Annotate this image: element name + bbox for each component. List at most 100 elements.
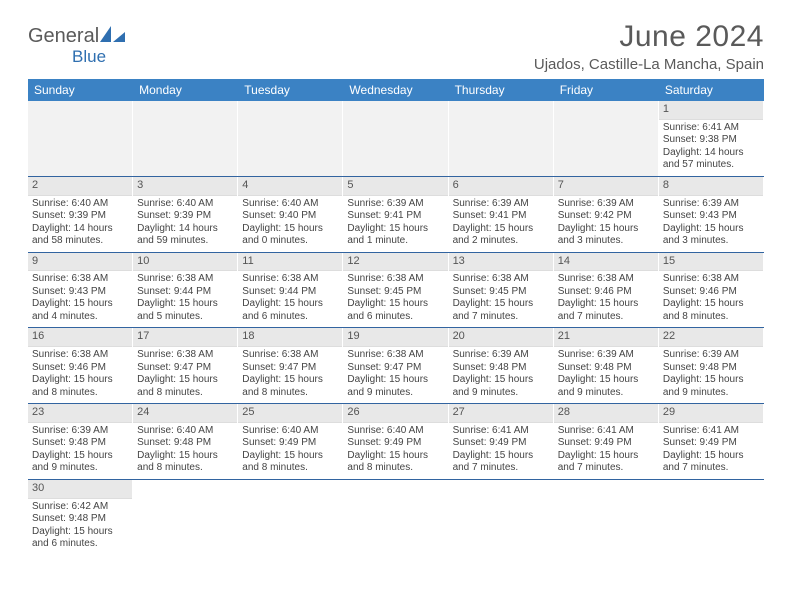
title-block: June 2024 Ujados, Castille-La Mancha, Sp… xyxy=(534,20,764,73)
day-24: 24Sunrise: 6:40 AMSunset: 9:48 PMDayligh… xyxy=(133,404,238,479)
day-empty xyxy=(238,480,343,555)
month-title: June 2024 xyxy=(534,20,764,54)
day-23: 23Sunrise: 6:39 AMSunset: 9:48 PMDayligh… xyxy=(28,404,133,479)
day-25: 25Sunrise: 6:40 AMSunset: 9:49 PMDayligh… xyxy=(238,404,343,479)
day-details: Sunrise: 6:39 AMSunset: 9:42 PMDaylight:… xyxy=(554,196,658,252)
day-number: 28 xyxy=(554,404,658,423)
day-number: 9 xyxy=(28,253,132,272)
day-details: Sunrise: 6:39 AMSunset: 9:48 PMDaylight:… xyxy=(28,423,132,479)
day-1: 1Sunrise: 6:41 AMSunset: 9:38 PMDaylight… xyxy=(659,101,764,176)
day-details: Sunrise: 6:38 AMSunset: 9:47 PMDaylight:… xyxy=(133,347,237,403)
day-details: Sunrise: 6:38 AMSunset: 9:46 PMDaylight:… xyxy=(659,271,763,327)
day-10: 10Sunrise: 6:38 AMSunset: 9:44 PMDayligh… xyxy=(133,253,238,328)
week-row: 30Sunrise: 6:42 AMSunset: 9:48 PMDayligh… xyxy=(28,480,764,555)
day-number: 12 xyxy=(343,253,447,272)
day-empty xyxy=(238,101,343,176)
day-number: 25 xyxy=(238,404,342,423)
weekday-sunday: Sunday xyxy=(28,79,133,101)
day-number: 18 xyxy=(238,328,342,347)
day-number: 26 xyxy=(343,404,447,423)
weekday-monday: Monday xyxy=(133,79,238,101)
location: Ujados, Castille-La Mancha, Spain xyxy=(534,56,764,73)
day-12: 12Sunrise: 6:38 AMSunset: 9:45 PMDayligh… xyxy=(343,253,448,328)
day-number: 7 xyxy=(554,177,658,196)
logo: General Blue xyxy=(28,26,126,67)
day-details: Sunrise: 6:41 AMSunset: 9:49 PMDaylight:… xyxy=(449,423,553,479)
day-11: 11Sunrise: 6:38 AMSunset: 9:44 PMDayligh… xyxy=(238,253,343,328)
day-number: 21 xyxy=(554,328,658,347)
day-number: 15 xyxy=(659,253,763,272)
day-14: 14Sunrise: 6:38 AMSunset: 9:46 PMDayligh… xyxy=(554,253,659,328)
weekday-saturday: Saturday xyxy=(659,79,764,101)
day-details: Sunrise: 6:38 AMSunset: 9:45 PMDaylight:… xyxy=(343,271,447,327)
day-empty xyxy=(28,101,133,176)
day-empty xyxy=(133,480,238,555)
day-21: 21Sunrise: 6:39 AMSunset: 9:48 PMDayligh… xyxy=(554,328,659,403)
day-details: Sunrise: 6:40 AMSunset: 9:40 PMDaylight:… xyxy=(238,196,342,252)
header: General Blue June 2024 Ujados, Castille-… xyxy=(28,20,764,73)
day-details: Sunrise: 6:41 AMSunset: 9:49 PMDaylight:… xyxy=(554,423,658,479)
week-row: 2Sunrise: 6:40 AMSunset: 9:39 PMDaylight… xyxy=(28,177,764,253)
day-empty xyxy=(449,480,554,555)
weekday-thursday: Thursday xyxy=(449,79,554,101)
day-17: 17Sunrise: 6:38 AMSunset: 9:47 PMDayligh… xyxy=(133,328,238,403)
weekday-row: SundayMondayTuesdayWednesdayThursdayFrid… xyxy=(28,79,764,101)
day-4: 4Sunrise: 6:40 AMSunset: 9:40 PMDaylight… xyxy=(238,177,343,252)
day-number: 14 xyxy=(554,253,658,272)
day-6: 6Sunrise: 6:39 AMSunset: 9:41 PMDaylight… xyxy=(449,177,554,252)
week-row: 16Sunrise: 6:38 AMSunset: 9:46 PMDayligh… xyxy=(28,328,764,404)
week-row: 9Sunrise: 6:38 AMSunset: 9:43 PMDaylight… xyxy=(28,253,764,329)
day-details: Sunrise: 6:39 AMSunset: 9:48 PMDaylight:… xyxy=(449,347,553,403)
day-19: 19Sunrise: 6:38 AMSunset: 9:47 PMDayligh… xyxy=(343,328,448,403)
day-details: Sunrise: 6:41 AMSunset: 9:38 PMDaylight:… xyxy=(659,120,763,176)
day-number: 11 xyxy=(238,253,342,272)
day-26: 26Sunrise: 6:40 AMSunset: 9:49 PMDayligh… xyxy=(343,404,448,479)
day-2: 2Sunrise: 6:40 AMSunset: 9:39 PMDaylight… xyxy=(28,177,133,252)
day-details: Sunrise: 6:39 AMSunset: 9:41 PMDaylight:… xyxy=(449,196,553,252)
day-number: 1 xyxy=(659,101,763,120)
day-details: Sunrise: 6:38 AMSunset: 9:44 PMDaylight:… xyxy=(133,271,237,327)
day-20: 20Sunrise: 6:39 AMSunset: 9:48 PMDayligh… xyxy=(449,328,554,403)
day-details: Sunrise: 6:41 AMSunset: 9:49 PMDaylight:… xyxy=(659,423,763,479)
day-number: 5 xyxy=(343,177,447,196)
day-22: 22Sunrise: 6:39 AMSunset: 9:48 PMDayligh… xyxy=(659,328,764,403)
day-details: Sunrise: 6:38 AMSunset: 9:45 PMDaylight:… xyxy=(449,271,553,327)
day-details: Sunrise: 6:38 AMSunset: 9:44 PMDaylight:… xyxy=(238,271,342,327)
day-5: 5Sunrise: 6:39 AMSunset: 9:41 PMDaylight… xyxy=(343,177,448,252)
day-details: Sunrise: 6:40 AMSunset: 9:48 PMDaylight:… xyxy=(133,423,237,479)
day-number: 17 xyxy=(133,328,237,347)
week-row: 23Sunrise: 6:39 AMSunset: 9:48 PMDayligh… xyxy=(28,404,764,480)
day-13: 13Sunrise: 6:38 AMSunset: 9:45 PMDayligh… xyxy=(449,253,554,328)
day-details: Sunrise: 6:39 AMSunset: 9:48 PMDaylight:… xyxy=(659,347,763,403)
day-details: Sunrise: 6:38 AMSunset: 9:43 PMDaylight:… xyxy=(28,271,132,327)
day-details: Sunrise: 6:40 AMSunset: 9:39 PMDaylight:… xyxy=(133,196,237,252)
logo-text-2: Blue xyxy=(72,47,106,66)
day-15: 15Sunrise: 6:38 AMSunset: 9:46 PMDayligh… xyxy=(659,253,764,328)
day-number: 6 xyxy=(449,177,553,196)
day-number: 30 xyxy=(28,480,132,499)
week-row: 1Sunrise: 6:41 AMSunset: 9:38 PMDaylight… xyxy=(28,101,764,177)
weekday-wednesday: Wednesday xyxy=(343,79,448,101)
logo-text-1: General xyxy=(28,25,99,47)
day-empty xyxy=(449,101,554,176)
day-details: Sunrise: 6:40 AMSunset: 9:49 PMDaylight:… xyxy=(238,423,342,479)
day-number: 16 xyxy=(28,328,132,347)
weekday-tuesday: Tuesday xyxy=(238,79,343,101)
calendar: SundayMondayTuesdayWednesdayThursdayFrid… xyxy=(28,79,764,555)
day-empty xyxy=(659,480,764,555)
day-number: 27 xyxy=(449,404,553,423)
day-empty xyxy=(343,480,448,555)
sail-icon xyxy=(100,26,126,44)
day-empty xyxy=(554,101,659,176)
day-details: Sunrise: 6:39 AMSunset: 9:43 PMDaylight:… xyxy=(659,196,763,252)
day-number: 10 xyxy=(133,253,237,272)
day-number: 22 xyxy=(659,328,763,347)
day-details: Sunrise: 6:38 AMSunset: 9:46 PMDaylight:… xyxy=(28,347,132,403)
day-29: 29Sunrise: 6:41 AMSunset: 9:49 PMDayligh… xyxy=(659,404,764,479)
day-empty xyxy=(554,480,659,555)
day-number: 23 xyxy=(28,404,132,423)
day-details: Sunrise: 6:40 AMSunset: 9:39 PMDaylight:… xyxy=(28,196,132,252)
weekday-friday: Friday xyxy=(554,79,659,101)
day-number: 29 xyxy=(659,404,763,423)
day-number: 2 xyxy=(28,177,132,196)
